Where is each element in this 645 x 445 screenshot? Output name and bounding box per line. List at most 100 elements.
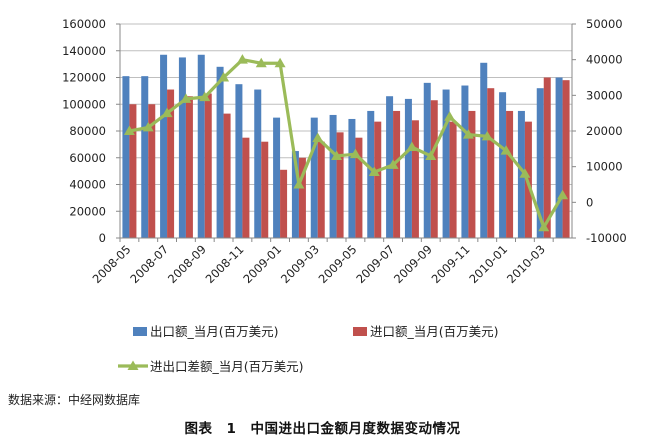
balance-marker bbox=[199, 91, 211, 102]
bar-export bbox=[555, 77, 563, 238]
balance-marker bbox=[142, 121, 154, 132]
bar-export bbox=[536, 88, 544, 238]
bar-import bbox=[393, 110, 401, 238]
x-tick-label: 2009-01 bbox=[240, 242, 284, 286]
left-tick-label: 60000 bbox=[69, 151, 106, 165]
bar-export bbox=[216, 66, 224, 238]
balance-marker bbox=[444, 111, 456, 121]
line-series bbox=[123, 54, 569, 232]
chart: 0200004000060000800001000001200001400001… bbox=[62, 17, 627, 374]
legend-label-balance: 进出口差额_当月(百万美元) bbox=[150, 359, 304, 374]
x-tick-label: 2009-11 bbox=[429, 242, 473, 286]
balance-marker bbox=[293, 179, 305, 189]
x-tick-label: 2008-05 bbox=[90, 242, 134, 286]
balance-marker bbox=[387, 159, 399, 169]
bar-import bbox=[543, 77, 551, 238]
right-axis: -10000 0 10000 20000 30000 40000 50000 bbox=[571, 17, 627, 245]
x-tick-label: 2009-07 bbox=[353, 242, 397, 286]
bar-import bbox=[449, 121, 457, 238]
right-tick-label: 30000 bbox=[586, 88, 623, 102]
bar-import bbox=[317, 141, 325, 238]
balance-marker bbox=[312, 132, 324, 143]
bar-import bbox=[242, 137, 250, 238]
x-tick-label: 2008-11 bbox=[203, 242, 247, 286]
right-tick-label: 40000 bbox=[586, 53, 623, 67]
bar-import bbox=[185, 96, 193, 238]
bar-export bbox=[235, 84, 243, 238]
bar-export bbox=[197, 54, 205, 239]
bar-import bbox=[204, 93, 212, 238]
bar-export bbox=[442, 89, 450, 238]
bar-export bbox=[461, 85, 469, 239]
bar-import bbox=[430, 100, 438, 238]
left-tick-label: 40000 bbox=[69, 178, 106, 192]
balance-marker bbox=[349, 148, 361, 159]
balance-marker bbox=[500, 145, 512, 155]
source-note: 数据来源：中经网数据库 bbox=[8, 393, 141, 407]
right-tick-label: 20000 bbox=[586, 124, 623, 138]
balance-marker bbox=[462, 129, 474, 139]
bar-export bbox=[254, 89, 262, 238]
x-tick-label: 2009-03 bbox=[278, 242, 322, 286]
bar-export bbox=[423, 82, 431, 238]
bar-import bbox=[129, 104, 137, 238]
balance-marker bbox=[255, 57, 267, 68]
bar-import bbox=[261, 141, 269, 238]
left-axis: 0 20000 40000 60000 80000 100000 120000 140000 1… bbox=[62, 17, 572, 245]
bar-import bbox=[506, 110, 514, 238]
balance-marker bbox=[161, 107, 173, 118]
left-tick-label: 140000 bbox=[62, 44, 106, 58]
balance-marker bbox=[123, 125, 135, 135]
legend-label-export: 出口额_当月(百万美元) bbox=[150, 324, 279, 339]
legend: 出口额_当月(百万美元) 进口额_当月(百万美元) 进出口差额_当月(百万美元) bbox=[118, 324, 499, 374]
bar-export bbox=[141, 76, 149, 238]
bar-import bbox=[336, 132, 344, 238]
bar-export bbox=[122, 76, 130, 238]
x-tick-label: 2010-01 bbox=[466, 242, 510, 286]
left-tick-label: 0 bbox=[99, 231, 106, 245]
bar-import bbox=[487, 88, 495, 238]
bar-export bbox=[480, 62, 488, 238]
left-tick-label: 80000 bbox=[69, 124, 106, 138]
left-tick-label: 100000 bbox=[62, 97, 106, 111]
bar-import bbox=[411, 120, 419, 238]
right-tick-label: 10000 bbox=[586, 160, 623, 174]
bar-import bbox=[223, 113, 231, 238]
bar-import bbox=[148, 104, 156, 238]
balance-marker bbox=[236, 54, 248, 64]
legend-swatch-import bbox=[353, 327, 367, 336]
balance-marker bbox=[519, 168, 531, 178]
right-tick-label: 50000 bbox=[586, 17, 623, 31]
bar-export bbox=[348, 118, 356, 238]
balance-marker bbox=[481, 130, 493, 141]
balance-marker bbox=[406, 141, 418, 152]
bar-import bbox=[167, 89, 175, 238]
bar-export bbox=[178, 57, 186, 238]
bar-export bbox=[499, 92, 507, 239]
left-tick-label: 120000 bbox=[62, 71, 106, 85]
x-tick-label: 2008-09 bbox=[165, 242, 209, 286]
legend-swatch-export bbox=[133, 327, 147, 336]
bar-import bbox=[355, 137, 363, 238]
x-tick-label: 2008-07 bbox=[127, 242, 171, 286]
bar-import bbox=[562, 80, 570, 238]
balance-marker bbox=[331, 150, 343, 160]
bar-export bbox=[291, 151, 299, 238]
legend-label-import: 进口额_当月(百万美元) bbox=[370, 324, 499, 339]
x-axis: 2008-052008-072008-092008-112009-012009-… bbox=[90, 237, 572, 286]
bar-export bbox=[273, 117, 281, 238]
balance-marker bbox=[557, 189, 569, 200]
bar-export bbox=[404, 98, 412, 239]
right-tick-label: 0 bbox=[586, 195, 593, 209]
bar-import bbox=[468, 110, 476, 238]
legend-swatch-balance-marker bbox=[127, 360, 139, 370]
x-tick-label: 2010-03 bbox=[504, 242, 548, 286]
x-tick-label: 2009-05 bbox=[316, 242, 360, 286]
balance-marker bbox=[425, 150, 437, 160]
left-tick-label: 20000 bbox=[69, 204, 106, 218]
balance-marker bbox=[218, 72, 230, 82]
bar-import bbox=[298, 157, 306, 238]
balance-marker bbox=[368, 166, 380, 177]
figure-caption: 图表 1 中国进出口金额月度数据变动情况 bbox=[184, 421, 461, 437]
bar-import bbox=[374, 121, 382, 238]
